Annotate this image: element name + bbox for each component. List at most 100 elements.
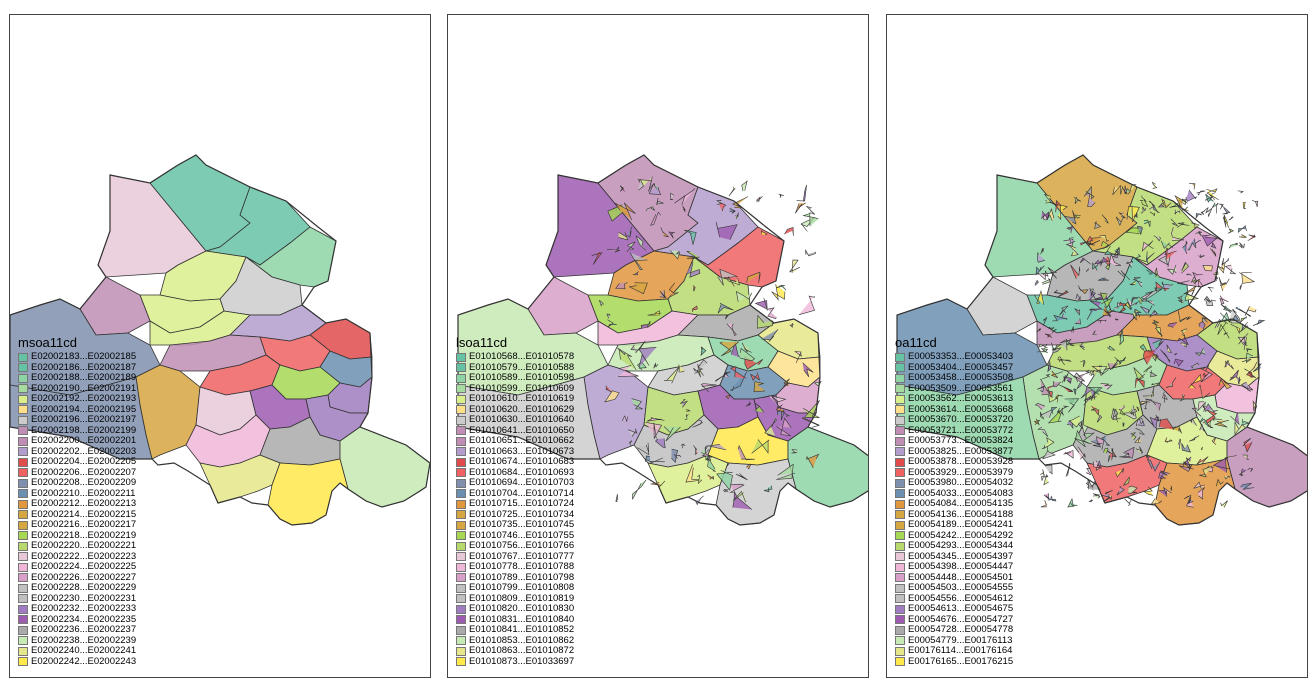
legend-entry: E00053670...E00053720 bbox=[895, 415, 1013, 426]
map-subregion bbox=[1152, 338, 1164, 350]
map-subregion bbox=[693, 367, 701, 374]
map-subregion bbox=[1080, 359, 1086, 368]
map-subregion bbox=[1047, 495, 1057, 502]
legend-label: E01010630...E01010640 bbox=[469, 414, 575, 426]
map-subregion bbox=[1056, 290, 1069, 298]
legend-entry: E00053825...E00053877 bbox=[895, 446, 1013, 458]
map-subregion bbox=[1183, 285, 1197, 296]
map-subregion bbox=[1102, 305, 1112, 318]
map-subregion bbox=[707, 457, 716, 472]
legend-swatch bbox=[456, 426, 466, 436]
legend-label: E00054033...E00054083 bbox=[908, 487, 1014, 499]
legend-swatch bbox=[18, 646, 28, 656]
legend-label: E00054398...E00054447 bbox=[908, 561, 1014, 573]
map-subregion bbox=[1205, 207, 1213, 217]
map-subregion bbox=[700, 383, 717, 393]
map-subregion bbox=[1160, 240, 1174, 249]
legend-swatch bbox=[456, 604, 466, 614]
map-subregion bbox=[1219, 295, 1229, 305]
legend-swatch bbox=[895, 457, 905, 467]
map-subregion bbox=[1059, 305, 1069, 316]
map-subregion bbox=[741, 342, 752, 353]
map-subregion bbox=[1061, 313, 1068, 320]
map-subregion bbox=[1199, 465, 1213, 478]
legend-label: E00053353...E00053403 bbox=[908, 351, 1014, 363]
map-subregion bbox=[1252, 319, 1266, 326]
map-subregion bbox=[619, 185, 625, 192]
map-subregion bbox=[1034, 279, 1039, 286]
map-subregion bbox=[1125, 261, 1134, 268]
map-subregion bbox=[1166, 344, 1173, 353]
map-subregion bbox=[715, 221, 738, 240]
legend-label: E00054293...E00054344 bbox=[908, 540, 1014, 552]
map-subregion bbox=[1181, 261, 1189, 274]
map-subregion bbox=[684, 229, 697, 245]
legend-label: E01010841...E01010852 bbox=[469, 624, 575, 636]
legend-entry: E00053980...E00054032 bbox=[895, 478, 1013, 489]
map-subregion bbox=[655, 438, 666, 449]
map-subregion bbox=[617, 365, 639, 377]
map-subregion bbox=[1050, 407, 1058, 415]
map-subregion bbox=[1041, 277, 1051, 285]
legend-entry: E01010704...E01010714 bbox=[456, 488, 574, 500]
map-subregion bbox=[1238, 242, 1245, 249]
legend-label: E00054242...E00054292 bbox=[908, 529, 1014, 541]
map-subregion bbox=[1092, 261, 1099, 271]
map-subregion bbox=[1167, 322, 1178, 328]
map-subregion bbox=[1036, 348, 1049, 354]
map-subregion bbox=[1174, 209, 1181, 215]
map-subregion bbox=[659, 289, 667, 299]
legend-swatch bbox=[895, 573, 905, 583]
legend-label: E02002222...E02002223 bbox=[31, 550, 137, 562]
map-subregion bbox=[1211, 202, 1219, 214]
legend-swatch bbox=[456, 352, 466, 362]
region-layer bbox=[896, 154, 1307, 526]
map-subregion bbox=[1153, 414, 1160, 421]
map-subregion bbox=[729, 208, 736, 214]
legend-msoa: msoa11cd E02002183...E02002185 E02002186.… bbox=[18, 335, 136, 667]
map-subregion bbox=[1191, 222, 1200, 229]
map-subregion bbox=[1092, 330, 1097, 335]
map-subregion bbox=[615, 494, 619, 502]
legend-label: E00053562...E00053613 bbox=[908, 393, 1014, 405]
map-subregion bbox=[1096, 436, 1105, 451]
map-subregion bbox=[1224, 475, 1231, 480]
legend-label: E01010799...E01010808 bbox=[469, 582, 575, 594]
map-subregion bbox=[1119, 409, 1125, 416]
map-subregion bbox=[1140, 401, 1150, 406]
legend-entry: E01010620...E01010629 bbox=[456, 404, 574, 416]
map-subregion bbox=[788, 259, 801, 274]
map-subregion bbox=[1099, 235, 1110, 242]
map-subregion bbox=[1047, 407, 1064, 424]
legend-swatch bbox=[18, 457, 28, 467]
map-subregion bbox=[1202, 264, 1213, 272]
map-subregion bbox=[1238, 234, 1248, 238]
map-subregion bbox=[1040, 248, 1044, 255]
legend-swatch bbox=[895, 510, 905, 520]
map-subregion bbox=[1164, 437, 1173, 443]
map-subregion bbox=[591, 251, 603, 265]
map-subregion bbox=[1127, 184, 1137, 195]
legend-swatch bbox=[895, 436, 905, 446]
map-subregion bbox=[726, 323, 737, 336]
map-subregion bbox=[1082, 432, 1095, 444]
map-subregion bbox=[1036, 327, 1042, 334]
map-subregion bbox=[1100, 383, 1113, 390]
map-subregion bbox=[1142, 386, 1155, 398]
legend-label: E02002216...E02002217 bbox=[31, 519, 137, 531]
map-subregion bbox=[1191, 407, 1202, 417]
legend-swatch bbox=[456, 657, 466, 667]
map-subregion bbox=[1146, 458, 1161, 472]
legend-entry: E01010863...E01010872 bbox=[456, 646, 574, 657]
map-subregion bbox=[1068, 415, 1081, 428]
choropleth-map-msoa bbox=[10, 154, 430, 526]
map-subregion bbox=[1161, 198, 1172, 209]
map-subregion bbox=[1052, 344, 1061, 351]
map-subregion bbox=[802, 417, 820, 428]
legend-entry: E00053773...E00053824 bbox=[895, 436, 1013, 447]
legend-entry: E00054033...E00054083 bbox=[895, 487, 1014, 500]
legend-label: E00053614...E00053668 bbox=[908, 403, 1014, 415]
legend-entry: E00054293...E00054344 bbox=[895, 541, 1013, 552]
legend-entry: E01010589...E01010598 bbox=[456, 373, 574, 384]
legend-swatch bbox=[18, 657, 28, 667]
